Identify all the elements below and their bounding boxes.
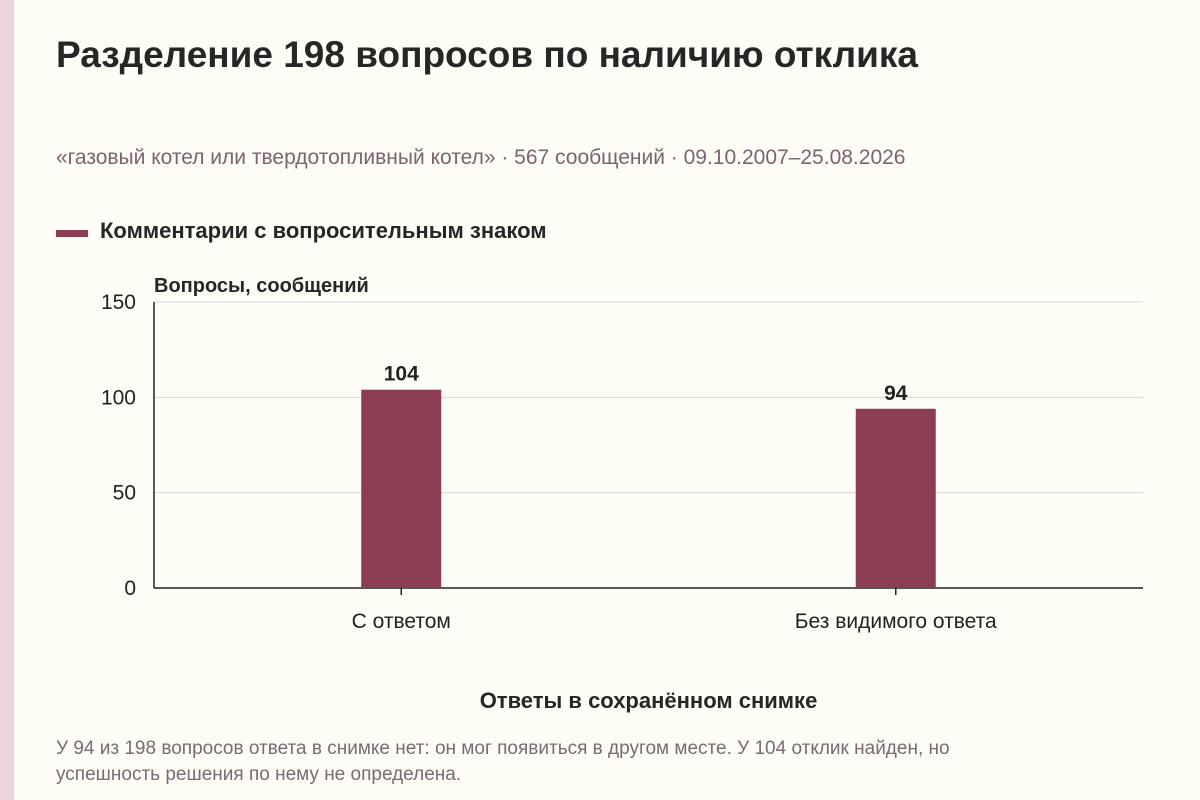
bar-value-label: 104: [384, 363, 419, 386]
y-axis-title: Вопросы, сообщений: [154, 275, 369, 297]
footnote: У 94 из 198 вопросов ответа в снимке нет…: [56, 738, 950, 785]
legend-swatch: [56, 229, 88, 237]
x-tick-label: С ответом: [352, 610, 451, 633]
bar-chart: 0 50 100 150 Вопросы, сообщений 104 С ответом 9…: [101, 275, 1143, 713]
y-tick-label: 50: [113, 482, 136, 505]
legend-label: Комментарии с вопросительным знаком: [100, 218, 547, 243]
bar: [855, 408, 936, 588]
chart-subtitle: «газовый котел или твердотопливный котел…: [56, 146, 906, 169]
x-axis-title: Ответы в сохранённом снимке: [480, 688, 818, 713]
y-tick-label: 0: [124, 577, 136, 600]
y-tick-label: 100: [101, 386, 136, 409]
x-tick-label: Без видимого ответа: [795, 610, 997, 633]
bar: [361, 389, 442, 588]
chart-title: Разделение 198 вопросов по наличию откли…: [56, 34, 918, 75]
y-tick-label: 150: [101, 291, 136, 314]
legend: Комментарии с вопросительным знаком: [56, 218, 547, 244]
left-accent-stripe: [0, 0, 14, 800]
bar-value-label: 94: [884, 382, 908, 405]
